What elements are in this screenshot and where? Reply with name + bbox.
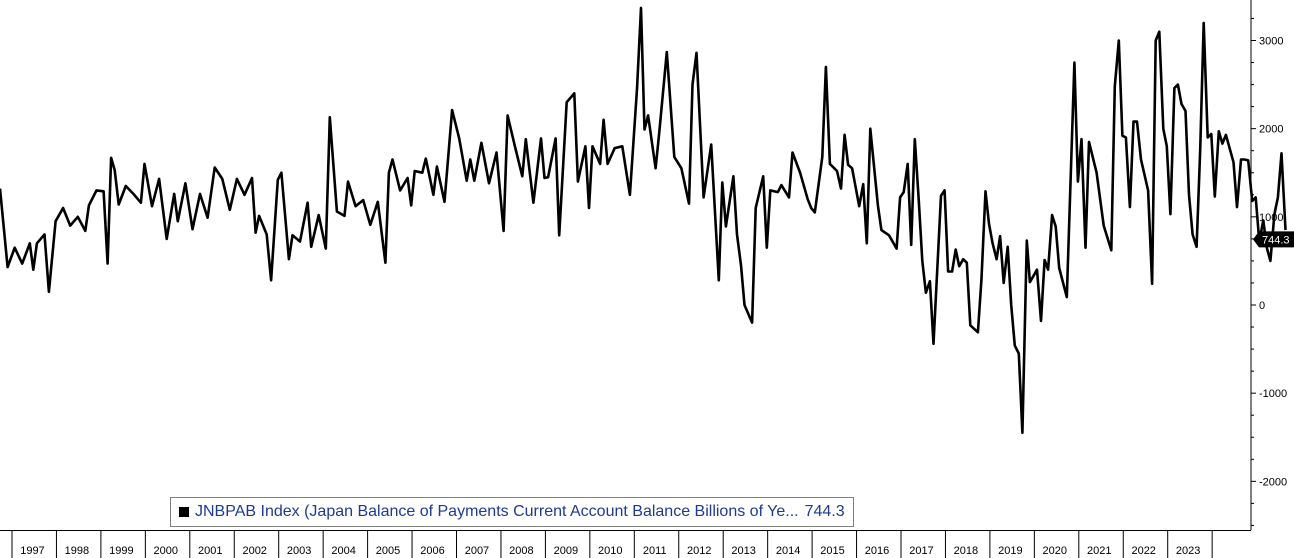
y-tick-label: 0: [1259, 300, 1265, 312]
x-tick-label: 2018: [954, 545, 978, 557]
x-tick-label: 2009: [554, 545, 578, 557]
x-tick-label: 2023: [1176, 545, 1200, 557]
y-tick-label: 3000: [1259, 35, 1283, 47]
y-axis: 3000 2000 1000 0 -1000 -2000 744.3: [1250, 0, 1294, 530]
legend-series-name: JNBPAB Index (Japan Balance of Payments …: [195, 503, 799, 520]
x-tick-label: 2002: [242, 545, 266, 557]
y-tick-label: 1000: [1259, 212, 1283, 224]
x-tick-label: 2022: [1131, 545, 1155, 557]
x-tick-label: 2013: [731, 545, 755, 557]
x-tick-label: 1998: [65, 545, 89, 557]
x-tick-label: 2011: [643, 545, 667, 557]
x-tick-label: 1999: [109, 545, 133, 557]
y-tick-label: -1000: [1259, 388, 1287, 400]
legend-series-value: 744.3: [804, 503, 845, 520]
x-tick-label: 2001: [198, 545, 222, 557]
x-axis: 1996199719981999200020012002200320042005…: [0, 530, 1251, 558]
x-tick-label: 2007: [465, 545, 489, 557]
x-tick-label: 2000: [154, 545, 178, 557]
last-value-marker: [1253, 231, 1294, 248]
y-tick-label: -2000: [1259, 476, 1287, 488]
x-tick-label: 2016: [865, 545, 889, 557]
x-tick-label: 1997: [20, 545, 44, 557]
x-tick-label: 2019: [998, 545, 1022, 557]
x-tick-label: 2006: [420, 545, 444, 557]
x-tick-label: 2015: [820, 545, 844, 557]
x-tick-label: 2021: [1087, 545, 1111, 557]
x-tick-label: 2004: [331, 545, 355, 557]
x-tick-label: 2005: [376, 545, 400, 557]
legend: JNBPAB Index (Japan Balance of Payments …: [170, 497, 854, 527]
x-tick-label: 2014: [776, 545, 800, 557]
legend-swatch: [179, 507, 189, 517]
x-tick-label: 2020: [1043, 545, 1067, 557]
series-line: [0, 6, 1287, 435]
y-tick-label: 2000: [1259, 124, 1283, 136]
x-tick-label: 2012: [687, 545, 711, 557]
x-tick-label: 2010: [598, 545, 622, 557]
x-tick-label: 2017: [909, 545, 933, 557]
last-value-label: 744.3: [1262, 234, 1290, 246]
x-tick-label: 2003: [287, 545, 311, 557]
x-tick-label: 2008: [509, 545, 533, 557]
plot-area: [0, 6, 1287, 435]
